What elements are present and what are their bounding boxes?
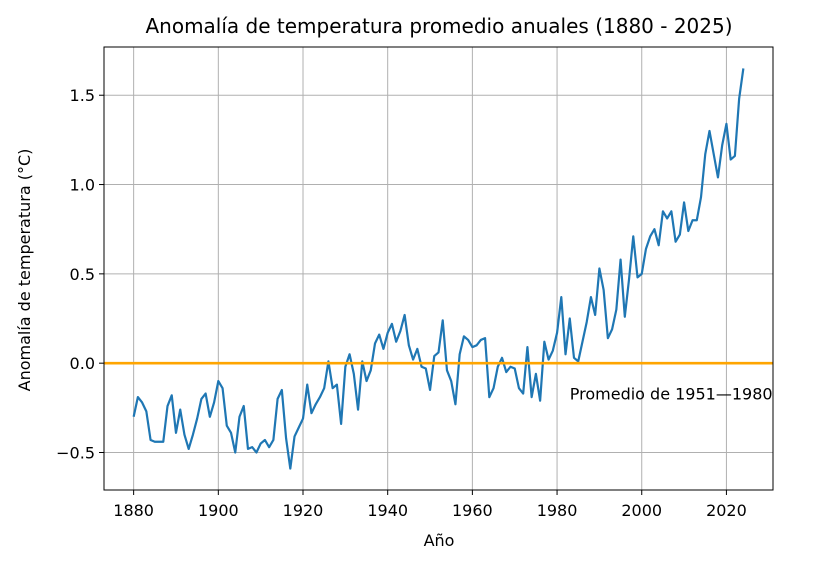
x-tick-label: 1940 — [367, 501, 408, 520]
x-axis-label: Año — [424, 531, 455, 550]
x-tick-label: 1920 — [283, 501, 324, 520]
x-tick-label: 2020 — [706, 501, 747, 520]
y-axis-label: Anomalía de temperatura (°C) — [15, 149, 34, 392]
temperature-anomaly-line — [132, 68, 745, 470]
x-tick-label: 2000 — [621, 501, 662, 520]
y-axis-ticks: −0.5 0.0 0.5 1.0 1.5 — [56, 86, 104, 462]
x-axis-ticks: 1880 1900 1920 1940 1960 1980 2000 2020 — [113, 490, 747, 520]
x-tick-label: 1880 — [113, 501, 154, 520]
series-lines — [104, 68, 773, 470]
y-tick-label: 0.0 — [70, 354, 95, 373]
y-tick-label: 0.5 — [70, 265, 95, 284]
x-tick-label: 1960 — [452, 501, 493, 520]
y-tick-label: −0.5 — [56, 443, 95, 462]
x-tick-label: 1980 — [537, 501, 578, 520]
annotation-label: Promedio de 1951—1980 — [570, 385, 773, 404]
x-tick-label: 1900 — [198, 501, 239, 520]
y-tick-label: 1.5 — [70, 86, 95, 105]
y-tick-label: 1.0 — [70, 176, 95, 195]
axes-frame — [103, 46, 774, 491]
annotations: Promedio de 1951—1980 — [570, 385, 773, 404]
chart-title: Anomalía de temperatura promedio anuales… — [145, 14, 732, 38]
